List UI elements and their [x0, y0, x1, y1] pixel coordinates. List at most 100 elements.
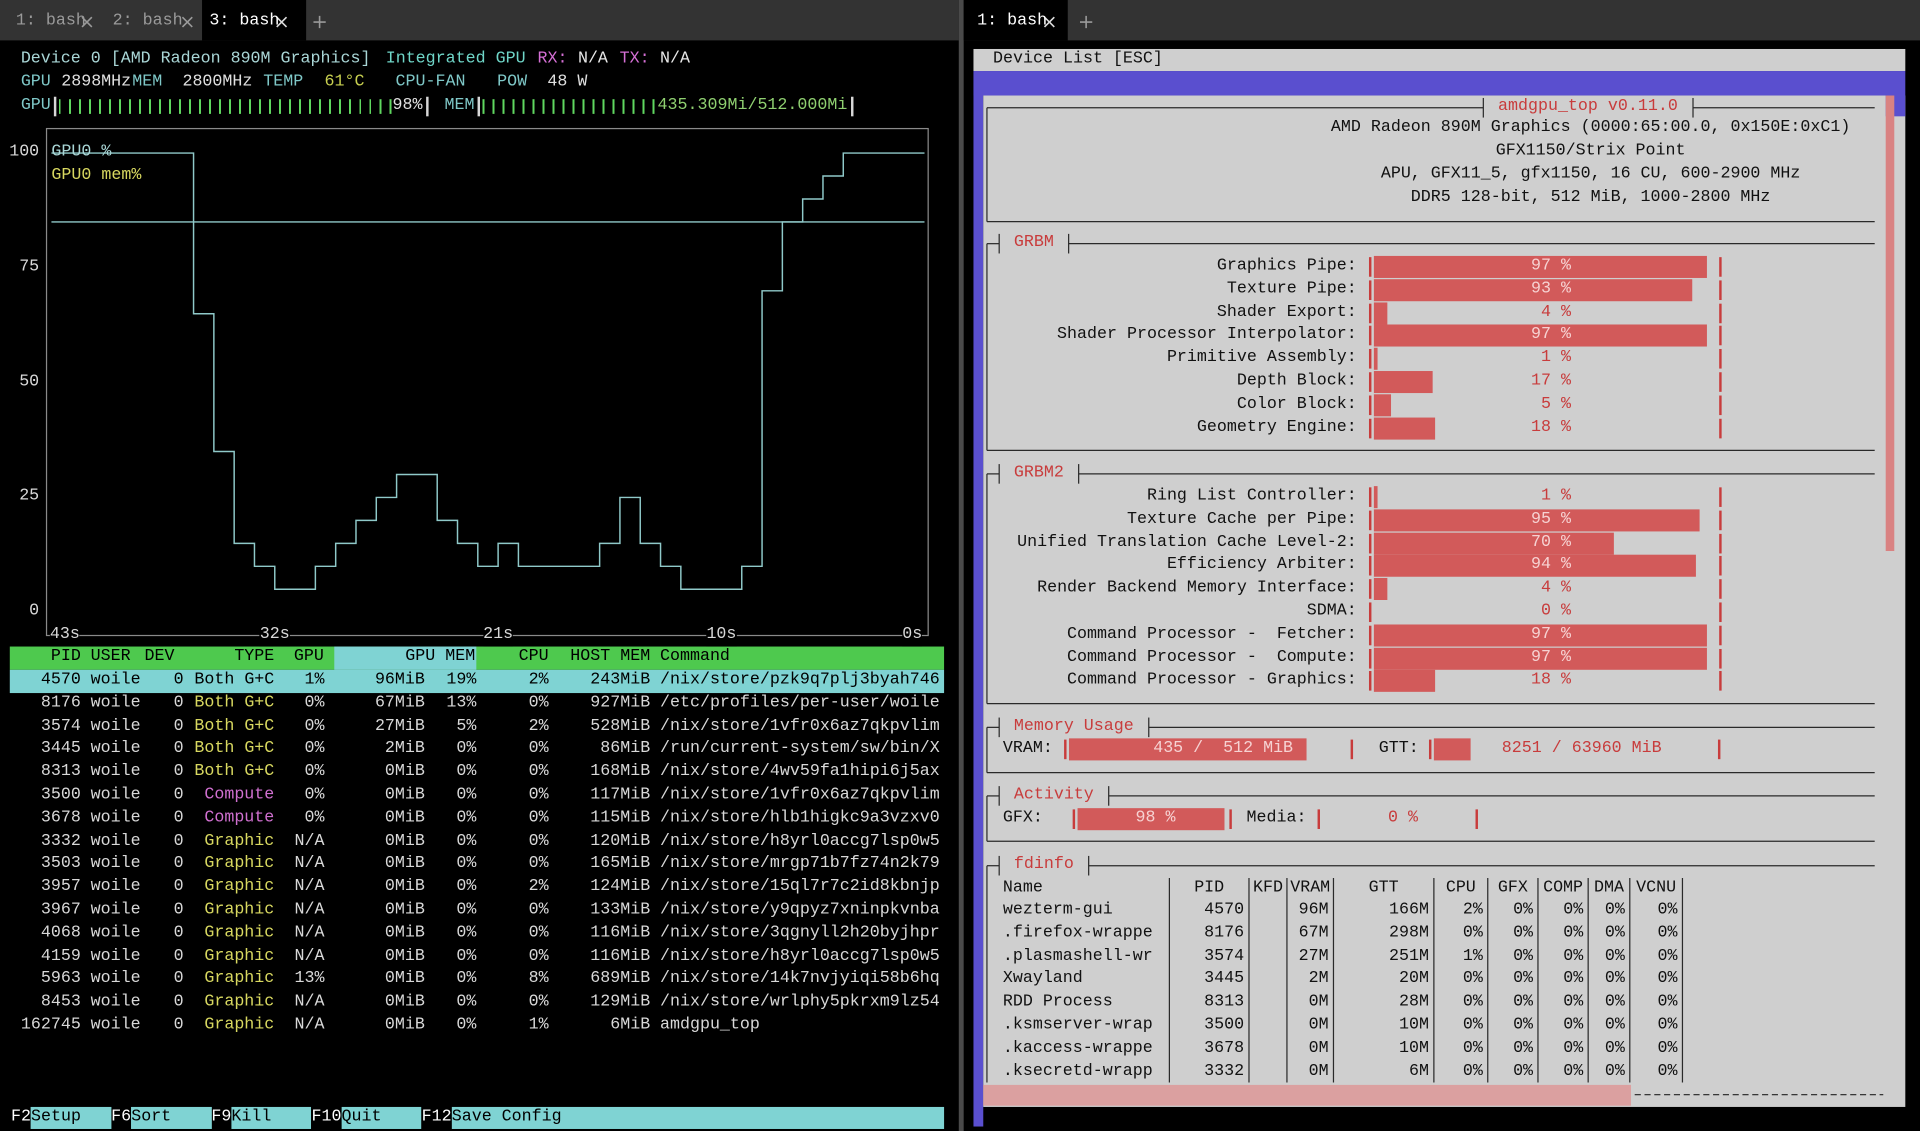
process-cell: 927MiB: [590, 694, 651, 713]
menu-label[interactable]: Device List [ESC]: [993, 50, 1163, 69]
column-header: HOST MEM: [570, 647, 651, 667]
process-cell: 0MiB: [384, 901, 425, 920]
process-cell[interactable]: 243MiB: [590, 671, 651, 690]
usage-value: 435 / 512 MiB: [1153, 739, 1294, 758]
fdinfo-cell: 3445: [1204, 970, 1245, 989]
column-header: GPU: [293, 647, 324, 667]
tab-icons: [81, 15, 1093, 29]
fdinfo-cell: 0%: [1604, 924, 1625, 943]
device-info: DDR5 128-bit, 512 MiB, 1000-2800 MHz: [1410, 188, 1771, 207]
process-cell[interactable]: 1%: [304, 671, 325, 690]
process-cell: Graphic: [204, 878, 275, 897]
fdinfo-cell: 0%: [1604, 993, 1625, 1012]
horizontal-scrollbar[interactable]: [983, 1084, 1632, 1106]
fdinfo-cell: 0%: [1513, 993, 1534, 1012]
fdinfo-cell: 96M: [1298, 901, 1329, 920]
process-cell[interactable]: Both G+C: [194, 671, 275, 690]
fdinfo-cell: 20M: [1398, 970, 1429, 989]
process-cell: 4068: [40, 924, 81, 943]
fdinfo-cell: 0%: [1513, 1016, 1534, 1035]
close-icon[interactable]: [276, 16, 288, 28]
process-cell[interactable]: woile: [90, 671, 141, 690]
footer-label-bg: [31, 1106, 112, 1129]
footer-key[interactable]: F9: [211, 1108, 232, 1127]
process-cell: 117MiB: [590, 786, 651, 805]
tab-label[interactable]: 1: bash: [977, 12, 1048, 31]
usage-bar: [1373, 371, 1433, 394]
process-cell: Both G+C: [194, 740, 275, 759]
process-cell: /nix/store/h8yrl0accg7lsp0w5: [660, 832, 940, 851]
footer-label[interactable]: Quit: [341, 1108, 382, 1127]
pane-divider: [958, 0, 964, 1131]
tab-label[interactable]: 2: bash: [112, 12, 183, 31]
process-cell[interactable]: /nix/store/pzk9q7plj3byah746: [660, 671, 940, 690]
process-cell: woile: [90, 878, 141, 897]
device-info: Device 0 [AMD Radeon 890M Graphics]: [20, 50, 371, 69]
close-icon[interactable]: [181, 16, 193, 28]
right-tab-bar: [963, 0, 1920, 41]
process-cell: 67MiB: [374, 694, 425, 713]
bar-brackets: [1368, 418, 1722, 438]
bar-brackets: [1368, 326, 1722, 346]
section-title: Activity: [1013, 786, 1094, 805]
gauge-label: GPU: [20, 96, 51, 116]
footer-label[interactable]: Save Config: [451, 1108, 562, 1127]
fdinfo-cell: 0%: [1604, 970, 1625, 989]
close-icon[interactable]: [81, 16, 93, 28]
activity-label: Media:: [1246, 809, 1307, 828]
process-cell: woile: [90, 924, 141, 943]
process-cell: /nix/store/y9qpyz7xninpkvnba: [660, 901, 940, 920]
process-cell: Graphic: [204, 901, 275, 920]
counter-label: Depth Block:: [1236, 372, 1357, 391]
process-cell: 0%: [456, 1016, 477, 1035]
process-cell[interactable]: 96MiB: [374, 671, 425, 690]
process-cell: 0MiB: [384, 970, 425, 989]
process-cell: 0%: [456, 855, 477, 874]
usage-value: 70 %: [1531, 533, 1572, 552]
process-cell: woile: [90, 717, 141, 736]
footer-label[interactable]: Sort: [131, 1108, 172, 1127]
process-cell[interactable]: 2%: [528, 671, 549, 690]
bar-brackets: [1368, 625, 1722, 646]
fdinfo-cell: 3574: [1204, 947, 1245, 966]
footer-key[interactable]: F10: [311, 1108, 342, 1127]
footer-label[interactable]: Kill: [231, 1108, 272, 1127]
process-cell: 0%: [456, 809, 477, 828]
process-cell: 3332: [40, 832, 81, 851]
footer-label[interactable]: Setup: [31, 1108, 82, 1127]
process-cell[interactable]: 4570: [40, 671, 81, 690]
left-tab-bar: [0, 0, 959, 41]
tab-label[interactable]: 1: bash: [15, 12, 86, 31]
process-cell: 1%: [528, 1016, 549, 1035]
device-info: AMD Radeon 890M Graphics (0000:65:00.0, …: [1330, 118, 1851, 138]
footer-key[interactable]: F6: [111, 1108, 132, 1127]
fdinfo-cell: .plasmashell-wr: [1002, 947, 1153, 966]
bar-brackets: [1072, 809, 1232, 829]
counter-label: Unified Translation Cache Level-2:: [1017, 533, 1357, 552]
footer-key[interactable]: F12: [421, 1108, 452, 1127]
process-cell: 3503: [40, 855, 81, 874]
new-tab-icon[interactable]: [1080, 15, 1093, 29]
fdinfo-cell: 67M: [1298, 924, 1329, 943]
tab-label[interactable]: 3: bash: [209, 12, 280, 31]
bar-brackets: [1368, 487, 1722, 507]
column-header: DEV: [144, 647, 175, 667]
process-cell: 0%: [528, 947, 549, 966]
process-cell[interactable]: 0: [173, 671, 184, 690]
close-icon[interactable]: [1043, 16, 1055, 28]
fdinfo-cell: 0%: [1462, 1062, 1483, 1081]
vertical-scrollbar[interactable]: [1885, 95, 1895, 552]
process-cell: 0%: [528, 763, 549, 782]
fdinfo-cell: 0%: [1513, 1039, 1534, 1058]
column-header: GPU MEM: [405, 647, 476, 667]
fdinfo-cell: .kaccess-wrappe: [1002, 1039, 1153, 1058]
new-tab-icon[interactable]: [313, 15, 326, 29]
column-header: USER: [90, 647, 131, 667]
footer-key[interactable]: F2: [11, 1108, 32, 1127]
process-cell: /nix/store/hlb1higkc9a3vzxv0: [660, 809, 940, 828]
process-cell[interactable]: 19%: [446, 671, 477, 690]
process-cell: 0MiB: [384, 878, 425, 897]
gauge-fill: [58, 99, 417, 114]
process-cell: N/A: [294, 993, 325, 1012]
fdinfo-cell: 3500: [1204, 1016, 1245, 1035]
